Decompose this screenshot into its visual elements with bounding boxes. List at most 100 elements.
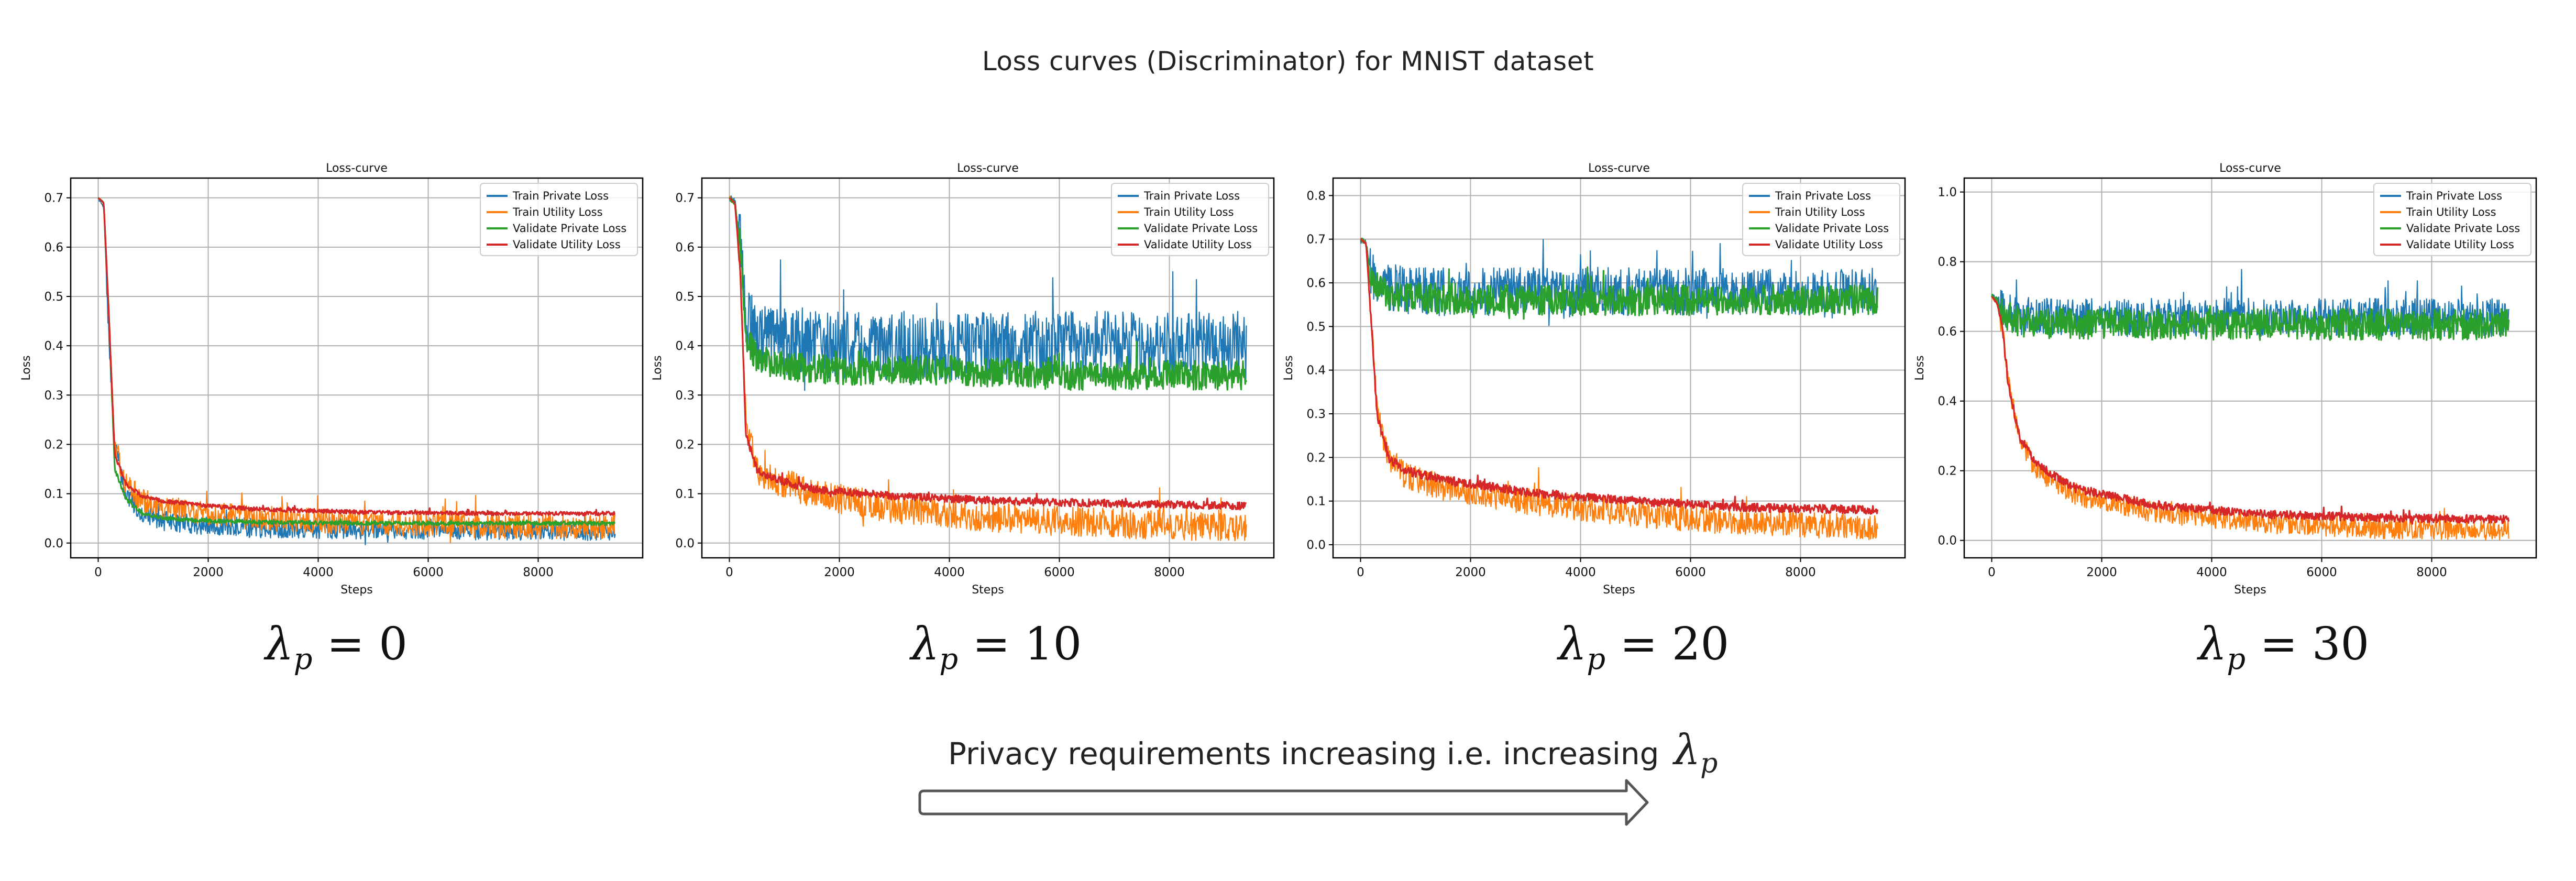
lambda-label-panel-3: λp = 20 <box>1487 618 1801 676</box>
lambda-equals: = <box>326 618 365 670</box>
y-tick-label: 0.1 <box>44 488 63 501</box>
panel-title: Loss-curve <box>326 162 388 175</box>
legend-entry: Validate Private Loss <box>2406 222 2520 235</box>
y-tick-label: 0.5 <box>1306 320 1326 334</box>
x-axis-label: Steps <box>972 583 1004 597</box>
lambda-value: 0 <box>379 618 408 670</box>
y-tick-label: 0.6 <box>44 241 63 255</box>
x-axis-label: Steps <box>2234 583 2266 597</box>
lambda-symbol: λ <box>2198 618 2227 670</box>
x-tick-label: 6000 <box>2306 566 2337 579</box>
x-tick-label: 6000 <box>413 566 444 579</box>
x-tick-label: 0 <box>1988 566 1996 579</box>
lambda-subscript: p <box>939 642 959 676</box>
x-tick-label: 2000 <box>1455 566 1486 579</box>
x-tick-label: 0 <box>94 566 102 579</box>
series-line-train-utility-loss <box>729 195 1247 542</box>
lambda-value: 20 <box>1671 618 1730 670</box>
y-tick-label: 0.5 <box>675 290 695 304</box>
lambda-equals: = <box>972 618 1010 670</box>
y-tick-label: 0.8 <box>1937 256 1957 269</box>
y-tick-label: 0.6 <box>675 241 695 255</box>
increasing-arrow-icon <box>918 779 1649 826</box>
y-axis-label: Loss <box>651 355 664 380</box>
y-axis-label: Loss <box>20 355 33 380</box>
lambda-subscript: p <box>2227 642 2246 676</box>
y-tick-label: 0.6 <box>1306 277 1326 290</box>
legend-entry: Train Private Loss <box>2406 190 2502 202</box>
legend-entry: Validate Utility Loss <box>2406 238 2514 251</box>
lambda-label-panel-1: λp = 0 <box>179 618 493 676</box>
series-line-validate-private-loss <box>729 197 1248 391</box>
y-tick-label: 0.1 <box>1306 495 1326 509</box>
lambda-equals: = <box>1620 618 1658 670</box>
loss-chart-1: 0 2000 4000 6000 8000 0.0 0.1 0.2 0.3 0.4 0.5 0.6 0.… <box>20 162 644 597</box>
x-tick-label: 4000 <box>2196 566 2227 579</box>
lambda-subscript: p <box>293 642 313 676</box>
lambda-label-panel-4: λp = 30 <box>2127 618 2441 676</box>
lambda-subscript: p <box>1587 642 1606 676</box>
loss-chart-4: 0 2000 4000 6000 8000 0.0 0.2 0.4 0.6 0.8 1.0 Loss-… <box>1913 162 2537 597</box>
legend: Train Private Loss Train Utility Loss Vali… <box>2373 183 2531 256</box>
x-tick-label: 8000 <box>1154 566 1185 579</box>
panel-title: Loss-curve <box>2219 162 2281 175</box>
plot-frame <box>1963 177 2537 559</box>
caption-text: Privacy requirements increasing i.e. inc… <box>948 736 1659 772</box>
legend-entry: Train Utility Loss <box>512 206 603 218</box>
x-tick-label: 8000 <box>2416 566 2447 579</box>
loss-chart-2: 0 2000 4000 6000 8000 0.0 0.1 0.2 0.3 0.4 0.5 0.6 0.… <box>651 162 1275 597</box>
lambda-symbol: λ <box>910 618 940 670</box>
y-tick-label: 0.4 <box>1937 395 1957 409</box>
lambda-label-panel-2: λp = 10 <box>839 618 1153 676</box>
x-tick-label: 6000 <box>1675 566 1706 579</box>
lambda-value: 10 <box>1024 618 1082 670</box>
series-line-validate-utility-loss <box>729 197 1247 511</box>
legend-box <box>1111 183 1269 256</box>
y-tick-label: 0.2 <box>675 438 695 451</box>
series-line-validate-private-loss <box>1990 293 2510 341</box>
privacy-caption: Privacy requirements increasing i.e. inc… <box>948 725 1718 779</box>
y-tick-label: 0.1 <box>675 488 695 501</box>
lambda-symbol: λ <box>1674 725 1701 774</box>
y-tick-label: 0.6 <box>1937 325 1957 339</box>
y-tick-label: 0.2 <box>1937 465 1957 478</box>
caption-lambda: λp <box>1674 725 1718 779</box>
x-tick-label: 4000 <box>303 566 334 579</box>
y-tick-label: 0.4 <box>44 339 63 353</box>
lambda-value: 30 <box>2311 618 2370 670</box>
x-tick-label: 4000 <box>934 566 965 579</box>
lambda-equals: = <box>2260 618 2298 670</box>
y-tick-label: 0.8 <box>1306 189 1326 203</box>
legend-entry: Train Private Loss <box>1775 190 1871 202</box>
loss-chart-3: 0 2000 4000 6000 8000 0.0 0.1 0.2 0.3 0.4 0.5 0.6 0.… <box>1282 162 1906 597</box>
y-tick-label: 0.2 <box>1306 451 1326 465</box>
legend-entry: Train Utility Loss <box>1143 206 1234 218</box>
x-axis-label: Steps <box>1603 583 1635 597</box>
lambda-symbol: λ <box>265 618 294 670</box>
legend-entry: Train Utility Loss <box>2406 206 2496 218</box>
series-line-train-private-loss <box>729 195 1247 391</box>
x-tick-label: 2000 <box>824 566 855 579</box>
x-tick-label: 0 <box>725 566 733 579</box>
legend-entry: Validate Utility Loss <box>513 238 621 251</box>
y-tick-label: 0.3 <box>675 389 695 402</box>
figure-title: Loss curves (Discriminator) for MNIST da… <box>982 46 1594 76</box>
plot-frame <box>1332 177 1906 559</box>
y-tick-label: 0.4 <box>1306 364 1326 378</box>
legend: Train Private Loss Train Utility Loss Vali… <box>1111 183 1269 256</box>
y-tick-label: 0.7 <box>675 192 695 205</box>
legend-box <box>480 183 638 256</box>
x-tick-label: 2000 <box>2086 566 2117 579</box>
legend: Train Private Loss Train Utility Loss Vali… <box>1742 183 1900 256</box>
y-tick-label: 1.0 <box>1937 186 1957 200</box>
y-tick-label: 0.7 <box>1306 233 1326 247</box>
legend-entry: Validate Utility Loss <box>1775 238 1883 251</box>
legend-entry: Validate Utility Loss <box>1144 238 1252 251</box>
series-line-validate-utility-loss <box>1360 238 1879 515</box>
y-tick-label: 0.3 <box>1306 408 1326 421</box>
x-tick-label: 8000 <box>1785 566 1816 579</box>
legend-entry: Train Utility Loss <box>1775 206 1865 218</box>
y-tick-label: 0.0 <box>1937 534 1957 548</box>
y-axis-label: Loss <box>1282 355 1295 380</box>
x-tick-label: 4000 <box>1565 566 1596 579</box>
